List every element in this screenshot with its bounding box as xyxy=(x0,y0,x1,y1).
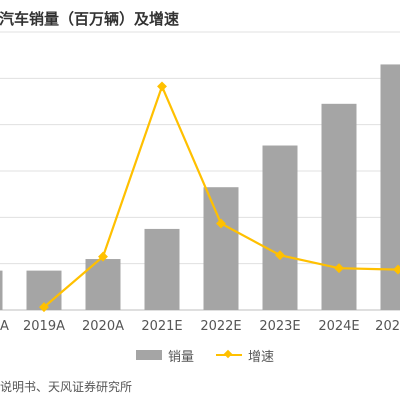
legend-line-label: 增速 xyxy=(248,349,275,365)
growth-point-2021E xyxy=(157,81,167,92)
bar-2018A xyxy=(0,270,3,310)
x-tick-label: 2022E xyxy=(200,319,241,334)
legend-line-swatch xyxy=(216,350,243,360)
bar-2021E xyxy=(144,228,180,310)
x-tick-label: 2019A xyxy=(23,319,65,334)
growth-point-2025E xyxy=(393,264,400,275)
growth-point-2024E xyxy=(334,263,344,274)
bar-2022E xyxy=(203,187,239,310)
x-tick-label: 2023E xyxy=(259,319,300,334)
legend-bar-swatch xyxy=(136,350,162,360)
line-series xyxy=(39,81,400,313)
x-axis-labels: A 2019A 2020A 2021E 2022E 2023E 2024E 202 xyxy=(0,319,400,334)
x-tick-label: 2024E xyxy=(318,319,359,334)
x-tick-label: 2021E xyxy=(141,319,182,334)
source-note: 股说明书、天风证券研究所 xyxy=(0,380,133,394)
growth-point-2022E xyxy=(216,218,226,229)
bar-series xyxy=(0,64,400,310)
x-tick-label: A xyxy=(0,319,9,334)
bar-2025E xyxy=(380,64,400,310)
chart-title: 源汽车销量（百万辆）及增速 xyxy=(0,10,180,28)
bar-2023E xyxy=(262,145,298,310)
bar-2024E xyxy=(321,103,357,310)
legend: 销量 增速 xyxy=(136,346,275,365)
x-tick-label: 2020A xyxy=(82,319,124,334)
x-tick-label: 202 xyxy=(375,319,400,334)
legend-bar-label: 销量 xyxy=(168,349,195,365)
